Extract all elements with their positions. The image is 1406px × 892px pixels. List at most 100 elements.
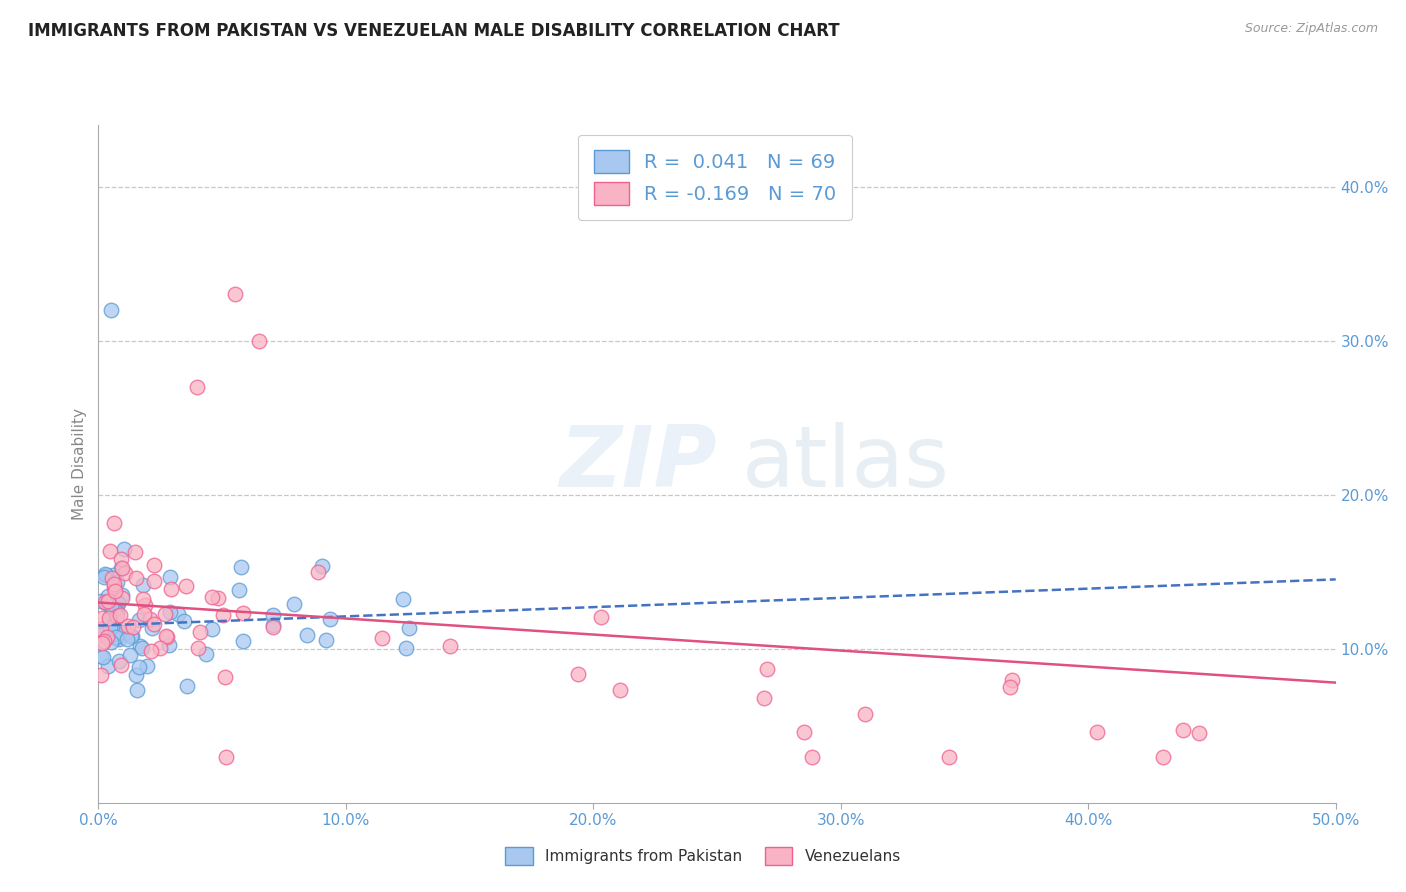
Point — [207, 591, 229, 605]
Point — [97, 589, 120, 603]
Point — [392, 592, 415, 607]
Point — [121, 629, 143, 643]
Point — [143, 616, 166, 631]
Point — [91, 649, 114, 664]
Point — [98, 544, 121, 558]
Point — [754, 690, 776, 705]
Point — [187, 640, 209, 655]
Text: ZIP: ZIP — [560, 422, 717, 506]
Point — [142, 558, 165, 572]
Point — [800, 749, 823, 764]
Point — [90, 648, 112, 663]
Point — [1000, 680, 1022, 694]
Point — [167, 607, 190, 622]
Point — [107, 596, 129, 610]
Point — [315, 633, 337, 648]
Point — [311, 559, 333, 574]
Legend: R =  0.041   N = 69, R = -0.169   N = 70: R = 0.041 N = 69, R = -0.169 N = 70 — [578, 135, 852, 220]
Point — [101, 606, 124, 620]
Point — [174, 579, 197, 593]
Point — [98, 611, 121, 625]
Point — [262, 608, 284, 623]
Text: atlas: atlas — [742, 422, 950, 506]
Point — [201, 622, 224, 636]
Point — [1001, 673, 1024, 688]
Point — [1188, 725, 1211, 739]
Point — [938, 749, 960, 764]
Point — [131, 641, 153, 656]
Point — [134, 599, 156, 613]
Point — [793, 725, 815, 739]
Point — [105, 605, 128, 619]
Point — [247, 334, 270, 348]
Point — [201, 590, 224, 604]
Point — [101, 600, 124, 615]
Point — [567, 666, 589, 681]
Point — [439, 639, 461, 653]
Point — [214, 670, 236, 684]
Point — [159, 570, 181, 584]
Point — [103, 516, 125, 530]
Point — [224, 287, 246, 301]
Point — [231, 560, 253, 574]
Point — [756, 662, 779, 676]
Point — [105, 625, 128, 640]
Point — [141, 621, 163, 635]
Point — [97, 615, 120, 629]
Point — [135, 658, 157, 673]
Point — [111, 561, 134, 575]
Point — [155, 629, 177, 643]
Point — [125, 683, 148, 698]
Point — [97, 659, 120, 673]
Point — [132, 592, 155, 607]
Point — [149, 641, 172, 656]
Point — [128, 613, 150, 627]
Point — [115, 632, 138, 646]
Point — [90, 635, 112, 649]
Point — [100, 634, 122, 648]
Point — [125, 571, 148, 585]
Point — [110, 561, 132, 575]
Point — [114, 566, 136, 580]
Point — [195, 648, 218, 662]
Point — [105, 630, 128, 644]
Point — [98, 620, 121, 634]
Point — [160, 582, 183, 596]
Point — [110, 625, 132, 640]
Point — [97, 594, 120, 608]
Point — [94, 567, 117, 582]
Point — [307, 566, 329, 580]
Point — [96, 596, 118, 610]
Point — [139, 612, 162, 626]
Point — [117, 619, 139, 633]
Point — [105, 609, 128, 624]
Text: IMMIGRANTS FROM PAKISTAN VS VENEZUELAN MALE DISABILITY CORRELATION CHART: IMMIGRANTS FROM PAKISTAN VS VENEZUELAN M… — [28, 22, 839, 40]
Point — [211, 608, 233, 623]
Point — [319, 612, 342, 626]
Point — [228, 582, 250, 597]
Point — [609, 683, 631, 698]
Point — [134, 607, 156, 621]
Point — [90, 593, 112, 607]
Point — [1152, 749, 1174, 764]
Point — [125, 667, 148, 681]
Point — [93, 570, 115, 584]
Point — [110, 552, 132, 566]
Point — [96, 630, 118, 644]
Point — [132, 578, 155, 592]
Point — [262, 620, 284, 634]
Point — [104, 631, 127, 645]
Point — [108, 632, 131, 646]
Point — [156, 630, 179, 644]
Y-axis label: Male Disability: Male Disability — [72, 408, 87, 520]
Point — [232, 606, 254, 620]
Legend: Immigrants from Pakistan, Venezuelans: Immigrants from Pakistan, Venezuelans — [499, 841, 907, 871]
Point — [90, 628, 112, 642]
Text: Source: ZipAtlas.com: Source: ZipAtlas.com — [1244, 22, 1378, 36]
Point — [173, 614, 195, 628]
Point — [94, 595, 117, 609]
Point — [190, 625, 212, 640]
Point — [101, 567, 124, 582]
Point — [111, 588, 134, 602]
Point — [103, 580, 125, 594]
